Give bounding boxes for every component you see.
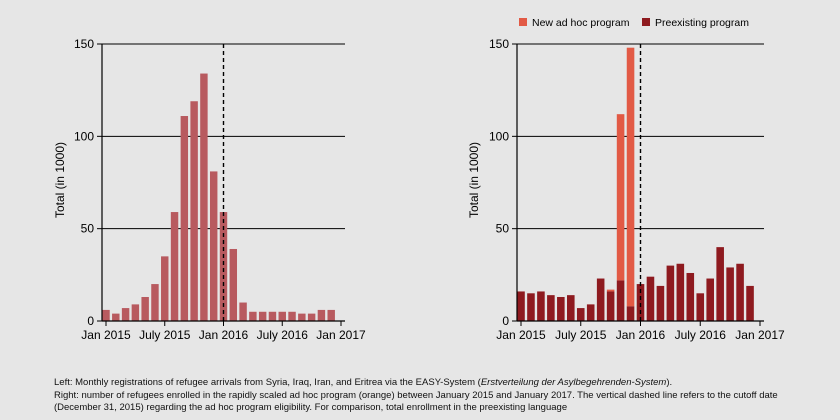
bar-preexisting (567, 295, 575, 321)
caption-line1-suffix: ). (666, 377, 673, 388)
x-tick-label: July 2016 (257, 328, 309, 342)
bar (327, 309, 335, 321)
legend-label: Preexisting program (655, 17, 749, 29)
x-tick-label: Jan 2016 (616, 328, 666, 342)
x-tick-label: Jan 2015 (81, 328, 131, 342)
bar (229, 248, 238, 321)
legend-swatch (519, 18, 527, 26)
left-chart: 0 50 100 150 Jan 2015 July 2015 Jan 2016 July 2… (53, 37, 366, 342)
bar (219, 212, 228, 321)
bar-preexisting (547, 295, 555, 321)
bar (141, 296, 149, 321)
bar (307, 313, 316, 321)
bar-preexisting (576, 308, 585, 321)
bar (209, 171, 218, 321)
bar (268, 311, 277, 321)
y-tick-label: 150 (489, 37, 509, 51)
y-tick-label: 100 (489, 129, 509, 143)
right-chart: 0 50 100 150 Jan 2015 July 2015 Jan 2016 July 2… (467, 17, 785, 342)
bar (258, 311, 267, 321)
bar-preexisting (646, 276, 655, 321)
bar-preexisting (626, 306, 635, 321)
bar (288, 311, 296, 321)
legend-swatch (642, 18, 650, 26)
x-tick-label: July 2016 (675, 328, 727, 342)
bar-preexisting (656, 285, 665, 321)
bar-new-ad-hoc (606, 289, 615, 292)
figure: 0 50 100 150 Jan 2015 July 2015 Jan 2016 July 2… (53, 17, 785, 342)
bar-preexisting (686, 272, 695, 321)
x-tick-label: Jan 2016 (199, 328, 249, 342)
bar-preexisting (557, 296, 565, 321)
bar (278, 311, 286, 321)
legend: New ad hoc program Preexisting program (519, 17, 749, 29)
bar (298, 313, 306, 321)
bar-preexisting (706, 278, 714, 321)
bar-preexisting (527, 293, 535, 321)
bar-preexisting (596, 278, 605, 321)
bar (180, 116, 189, 322)
y-tick-label: 100 (74, 129, 94, 143)
bar-preexisting (726, 267, 734, 321)
x-tick-label: Jan 2017 (735, 328, 785, 342)
bar-preexisting (666, 265, 675, 321)
bar-preexisting (537, 291, 545, 321)
legend-label: New ad hoc program (532, 17, 630, 29)
bar-preexisting (606, 291, 615, 321)
bar (102, 309, 110, 321)
y-tick-label: 50 (496, 222, 510, 236)
bar (239, 302, 247, 321)
figure-caption: Left: Monthly registrations of refugee a… (54, 377, 794, 415)
x-tick-label: Jan 2017 (316, 328, 366, 342)
bar (190, 101, 198, 321)
caption-italic-term: Erstverteilung der Asylbegehrenden-Syste… (480, 377, 667, 388)
bar-preexisting (586, 304, 595, 321)
bar (249, 311, 257, 321)
bar (151, 284, 159, 321)
x-tick-label: Jan 2015 (496, 328, 546, 342)
bar-preexisting (716, 247, 724, 321)
y-axis-title: Total (in 1000) (53, 142, 67, 218)
bar-preexisting (616, 280, 625, 321)
bar-preexisting (636, 284, 645, 321)
bar-new-ad-hoc (616, 114, 625, 281)
y-tick-label: 150 (74, 37, 94, 51)
bar (112, 313, 120, 321)
bar-preexisting (696, 293, 705, 321)
y-tick-label: 0 (87, 314, 94, 328)
caption-line1-prefix: Left: Monthly registrations of refugee a… (54, 377, 481, 388)
x-tick-label: July 2015 (139, 328, 191, 342)
bar (131, 304, 140, 321)
x-tick-label: July 2015 (555, 328, 607, 342)
caption-rest: Right: number of refugees enrolled in th… (54, 389, 778, 414)
bar-preexisting (746, 285, 754, 321)
bar-preexisting (517, 291, 525, 321)
bar (317, 309, 326, 321)
y-axis-title: Total (in 1000) (467, 142, 481, 218)
bar (121, 308, 130, 321)
bar-preexisting (736, 263, 744, 321)
bar-new-ad-hoc (626, 47, 635, 307)
bar (161, 256, 169, 321)
bar-preexisting (676, 263, 685, 321)
y-tick-label: 50 (81, 222, 95, 236)
bar (200, 73, 208, 322)
y-tick-label: 0 (502, 314, 509, 328)
bar (170, 212, 179, 321)
